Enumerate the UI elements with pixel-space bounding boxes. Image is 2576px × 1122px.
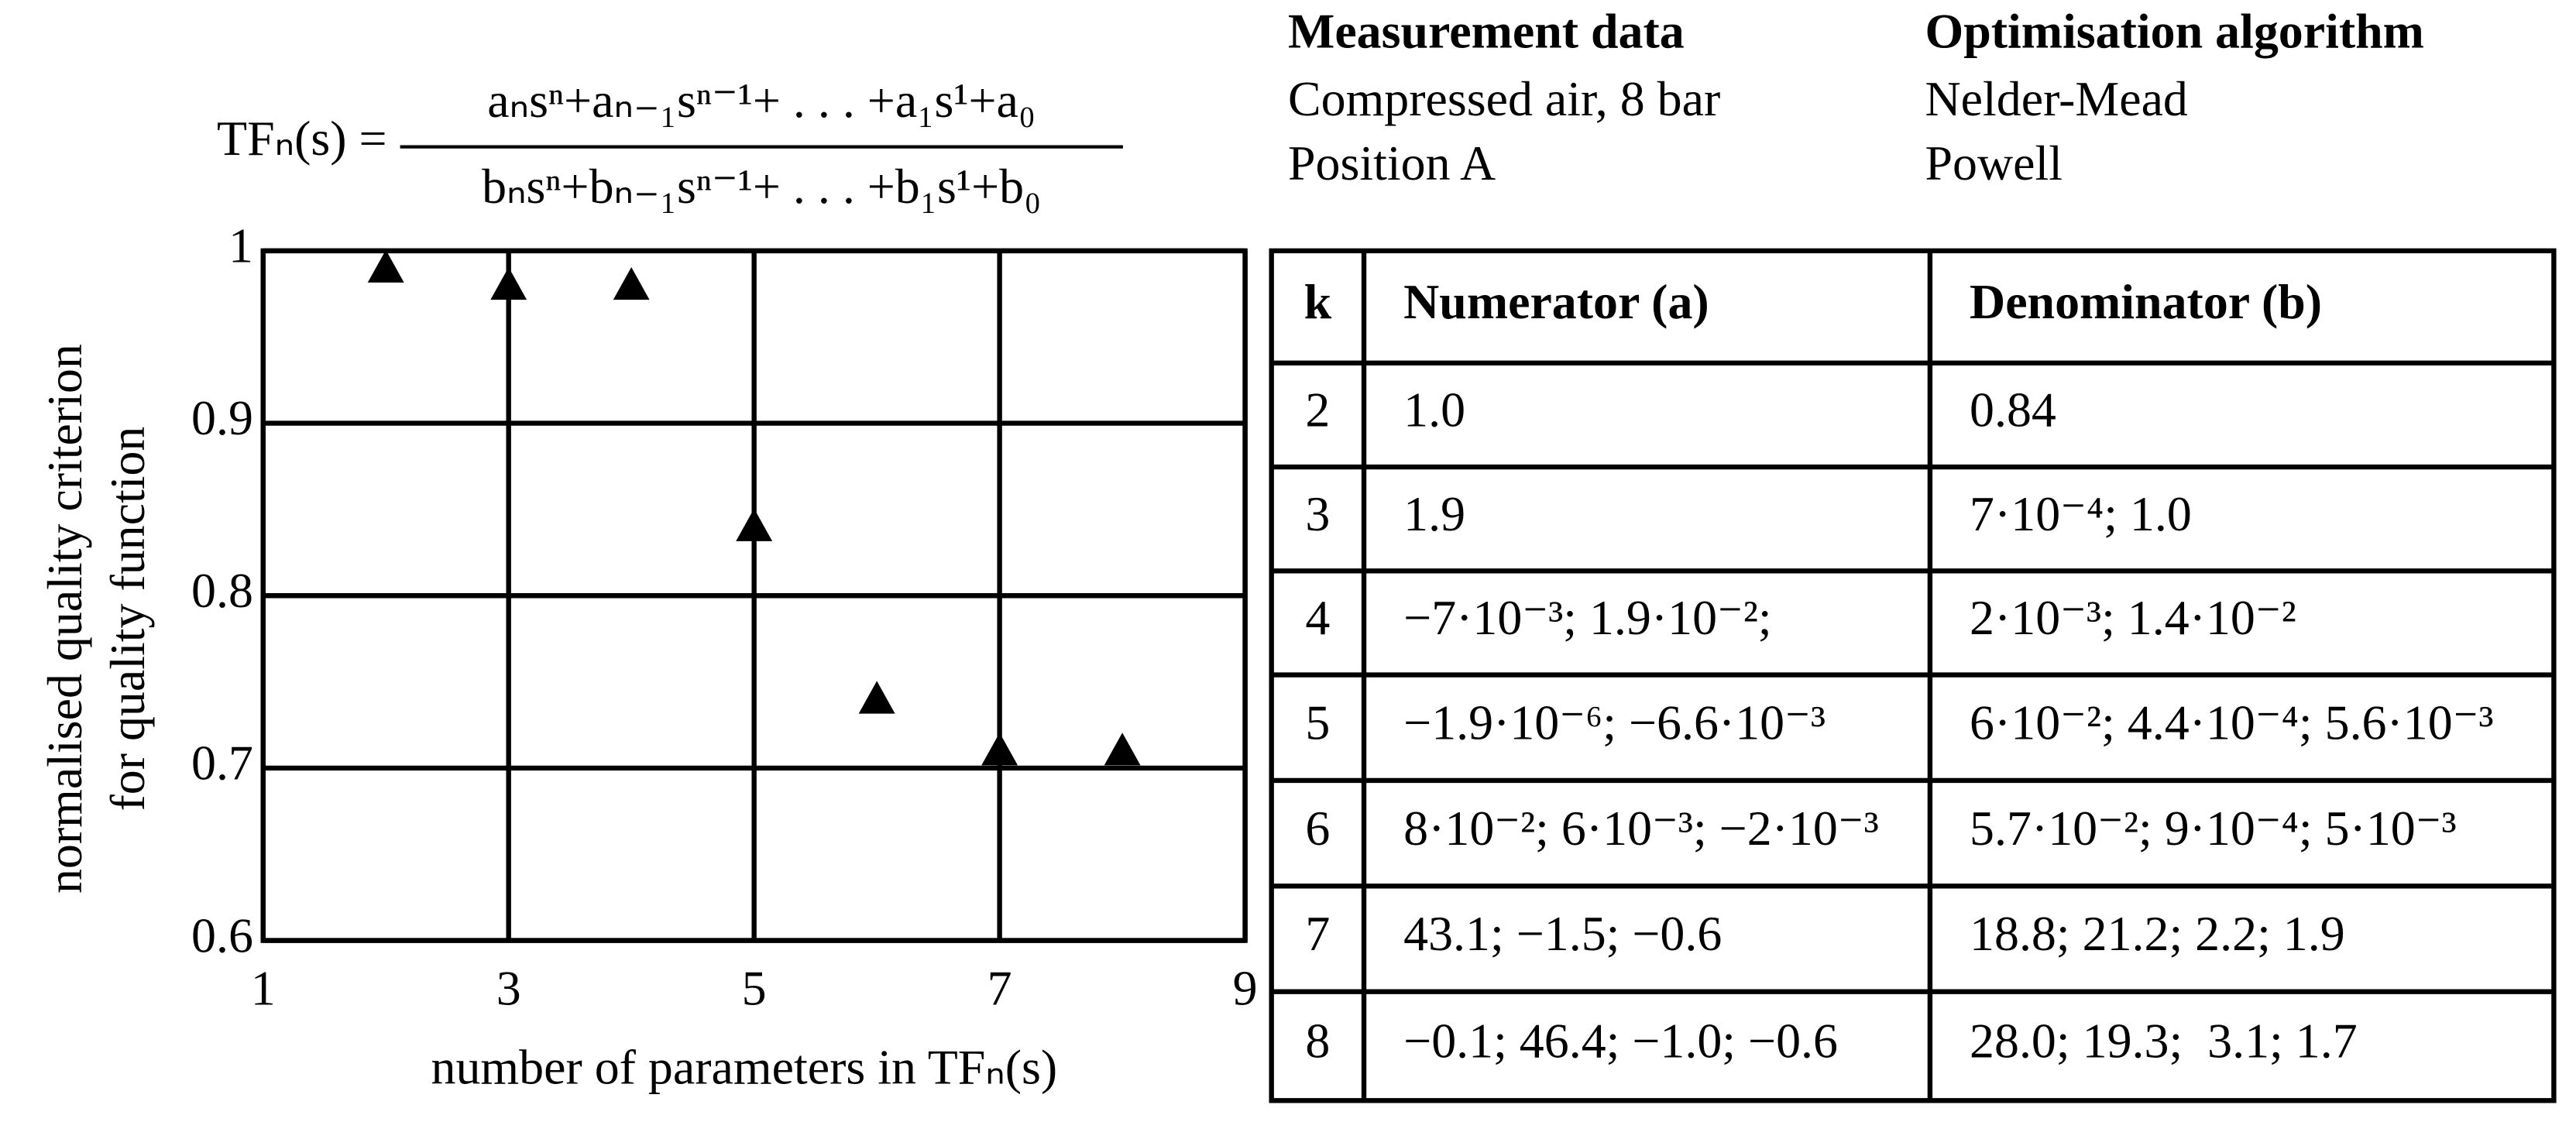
info-heading: Optimisation algorithm bbox=[1925, 4, 2424, 59]
point bbox=[367, 249, 404, 283]
y-tick-label: 0.8 bbox=[191, 563, 253, 618]
table-cell: 6 bbox=[1305, 801, 1330, 856]
formula-denominator: bₙsⁿ+bₙ₋₁sⁿ⁻¹+ . . . +b₁s¹+b₀ bbox=[482, 159, 1041, 214]
table-cell: 3 bbox=[1305, 486, 1330, 541]
point bbox=[858, 681, 895, 714]
x-tick-label: 9 bbox=[1233, 960, 1258, 1015]
table-cell: 7 bbox=[1305, 906, 1330, 961]
table-cell: 2 bbox=[1305, 383, 1330, 437]
y-tick-label: 0.6 bbox=[191, 908, 253, 962]
table-cell: 6·10⁻²; 4.4·10⁻⁴; 5.6·10⁻³ bbox=[1970, 695, 2494, 750]
table-cell: 8·10⁻²; 6·10⁻³; −2·10⁻³ bbox=[1403, 801, 1879, 856]
x-tick-label: 5 bbox=[742, 960, 767, 1015]
table-cell: 8 bbox=[1305, 1014, 1330, 1069]
y-axis-label: for quality function bbox=[100, 427, 155, 811]
table-header: k bbox=[1304, 274, 1332, 329]
x-tick-label: 1 bbox=[251, 960, 276, 1015]
plot-frame bbox=[260, 248, 1248, 943]
table-cell: 1.0 bbox=[1403, 383, 1465, 437]
info-line: Compressed air, 8 bar bbox=[1288, 71, 1720, 126]
x-tick-label: 3 bbox=[496, 960, 521, 1015]
table-header: Denominator (b) bbox=[1970, 274, 2322, 329]
formula-lhs: TFₙ(s) = bbox=[217, 111, 387, 166]
table-cell: 0.84 bbox=[1970, 383, 2056, 437]
table-header: Numerator (a) bbox=[1403, 274, 1709, 329]
table-cell: 5 bbox=[1305, 695, 1330, 750]
info-heading: Measurement data bbox=[1288, 4, 1685, 59]
table-cell: 43.1; −1.5; −0.6 bbox=[1403, 906, 1722, 961]
x-tick-label: 7 bbox=[987, 960, 1012, 1015]
y-tick-label: 0.9 bbox=[191, 390, 253, 445]
point bbox=[490, 266, 527, 300]
point bbox=[613, 266, 650, 300]
info-line: Nelder-Mead bbox=[1925, 71, 2188, 126]
x-axis-label: number of parameters in TFₙ(s) bbox=[431, 1040, 1058, 1095]
table-cell: −7·10⁻³; 1.9·10⁻²; bbox=[1403, 590, 1772, 645]
formula-numerator: aₙsⁿ+aₙ₋₁sⁿ⁻¹+ . . . +a₁s¹+a₀ bbox=[487, 73, 1036, 128]
y-tick-label: 0.7 bbox=[191, 736, 253, 791]
y-axis-label: normalised quality criterion bbox=[37, 344, 92, 894]
info-line: Powell bbox=[1925, 136, 2063, 190]
table-cell: 28.0; 19.3; 3.1; 1.7 bbox=[1970, 1014, 2358, 1069]
y-tick-label: 1 bbox=[228, 218, 253, 273]
table-cell: 1.9 bbox=[1403, 486, 1465, 541]
table-cell: 5.7·10⁻²; 9·10⁻⁴; 5·10⁻³ bbox=[1970, 801, 2457, 856]
table-cell: 7·10⁻⁴; 1.0 bbox=[1970, 486, 2192, 541]
point bbox=[736, 508, 773, 541]
table-cell: −0.1; 46.4; −1.0; −0.6 bbox=[1403, 1014, 1838, 1069]
point bbox=[981, 733, 1018, 766]
info-line: Position A bbox=[1288, 136, 1496, 190]
table-cell: −1.9·10⁻⁶; −6.6·10⁻³ bbox=[1403, 695, 1826, 750]
table-cell: 2·10⁻³; 1.4·10⁻² bbox=[1970, 590, 2296, 645]
point bbox=[1104, 733, 1141, 766]
table-cell: 18.8; 21.2; 2.2; 1.9 bbox=[1970, 906, 2345, 961]
table-cell: 4 bbox=[1305, 590, 1330, 645]
